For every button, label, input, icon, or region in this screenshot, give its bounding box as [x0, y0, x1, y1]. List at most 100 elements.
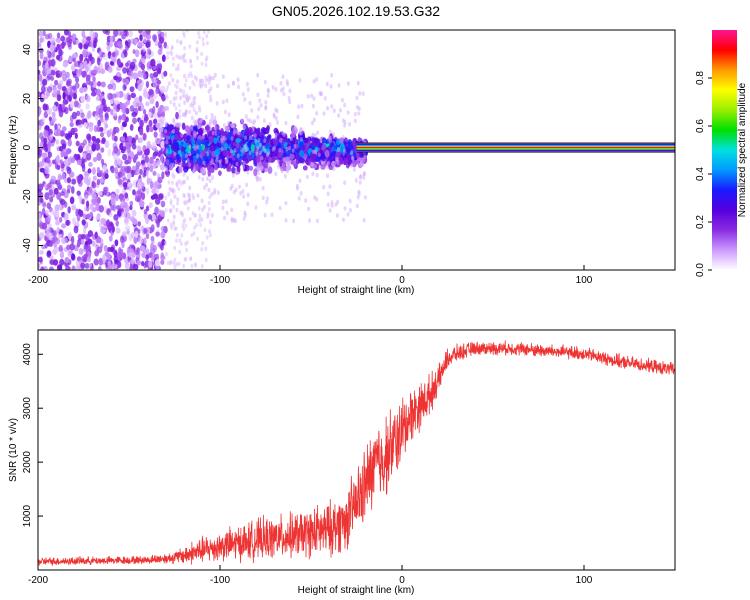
halo-blob: [295, 183, 299, 189]
noise-blob: [173, 226, 177, 231]
noise-blob: [208, 229, 211, 234]
noise-blob: [176, 201, 180, 206]
halo-blob: [314, 149, 318, 154]
noise-blob: [89, 211, 94, 218]
halo-blob: [277, 164, 281, 170]
noise-blob: [96, 196, 101, 204]
halo-blob: [246, 117, 250, 123]
noise-blob: [156, 63, 161, 70]
noise-blob: [199, 222, 202, 227]
halo-blob: [201, 134, 205, 140]
noise-blob: [80, 262, 86, 269]
noise-blob: [136, 79, 140, 85]
noise-blob: [83, 121, 88, 128]
cloud-blob: [165, 130, 171, 137]
noise-blob: [72, 92, 77, 100]
noise-blob: [194, 263, 198, 268]
noise-blob: [115, 188, 120, 194]
noise-blob: [80, 112, 85, 119]
noise-blob: [124, 192, 129, 199]
noise-blob: [39, 250, 44, 255]
noise-blob: [171, 56, 175, 61]
noise-blob: [59, 250, 65, 259]
halo-blob: [198, 78, 202, 84]
noise-blob: [147, 111, 152, 117]
noise-blob: [104, 113, 109, 121]
noise-blob: [91, 69, 98, 75]
noise-blob: [85, 200, 90, 208]
noise-blob: [151, 142, 157, 149]
halo-blob: [315, 218, 319, 224]
noise-blob: [146, 187, 150, 195]
noise-blob: [94, 231, 98, 239]
halo-blob: [336, 160, 340, 165]
noise-blob: [44, 110, 48, 117]
noise-blob: [83, 43, 89, 50]
noise-blob: [38, 147, 41, 155]
noise-blob: [75, 76, 80, 83]
halo-blob: [227, 112, 231, 117]
noise-blob: [103, 244, 108, 252]
halo-blob: [305, 174, 309, 180]
cloud-blob: [265, 142, 271, 150]
halo-blob: [176, 197, 180, 202]
noise-blob: [38, 232, 45, 239]
halo-blob: [281, 162, 285, 168]
halo-blob: [192, 168, 196, 174]
noise-blob: [184, 77, 188, 83]
halo-blob: [187, 192, 191, 198]
halo-blob: [254, 138, 258, 144]
noise-blob: [172, 204, 175, 210]
halo-blob: [358, 91, 362, 96]
halo-blob: [254, 205, 258, 210]
noise-blob: [138, 200, 145, 208]
cloud-blob: [208, 135, 214, 144]
noise-blob: [142, 132, 147, 141]
noise-blob: [51, 159, 57, 165]
noise-blob: [93, 31, 98, 38]
noise-blob: [86, 213, 91, 220]
halo-blob: [245, 81, 249, 87]
halo-blob: [165, 167, 169, 172]
noise-blob: [46, 91, 51, 97]
noise-blob: [169, 99, 173, 105]
noise-blob: [72, 72, 77, 79]
noise-blob: [76, 119, 82, 126]
noise-blob: [188, 109, 192, 115]
noise-blob: [140, 63, 146, 71]
noise-blob: [85, 103, 90, 110]
noise-blob: [159, 31, 165, 38]
cloud-blob: [320, 155, 326, 162]
noise-blob: [193, 225, 197, 230]
noise-blob: [202, 41, 205, 47]
cloud-blob: [321, 144, 327, 151]
noise-blob: [160, 259, 165, 265]
noise-blob: [140, 192, 146, 201]
noise-blob: [129, 86, 135, 93]
noise-blob: [41, 85, 46, 94]
halo-blob: [337, 113, 341, 118]
snr-x-tick-label: 0: [399, 575, 405, 586]
noise-blob: [71, 65, 76, 72]
halo-blob: [310, 93, 314, 99]
cloud-blob: [298, 141, 304, 148]
noise-blob: [123, 50, 128, 58]
cloud-blob: [336, 139, 341, 146]
noise-blob: [111, 51, 116, 58]
cloud-blob: [358, 152, 364, 158]
noise-blob: [69, 196, 75, 205]
noise-blob: [43, 129, 49, 138]
noise-blob: [114, 159, 118, 167]
noise-blob: [98, 222, 103, 228]
noise-blob: [152, 170, 157, 176]
noise-blob: [152, 34, 158, 41]
noise-blob: [103, 105, 108, 113]
noise-blob: [92, 200, 98, 206]
noise-blob: [152, 152, 157, 160]
noise-blob: [81, 198, 85, 205]
noise-blob: [86, 36, 91, 42]
noise-blob: [139, 34, 143, 42]
halo-blob: [326, 191, 330, 196]
halo-blob: [353, 111, 357, 117]
halo-blob: [355, 104, 359, 110]
